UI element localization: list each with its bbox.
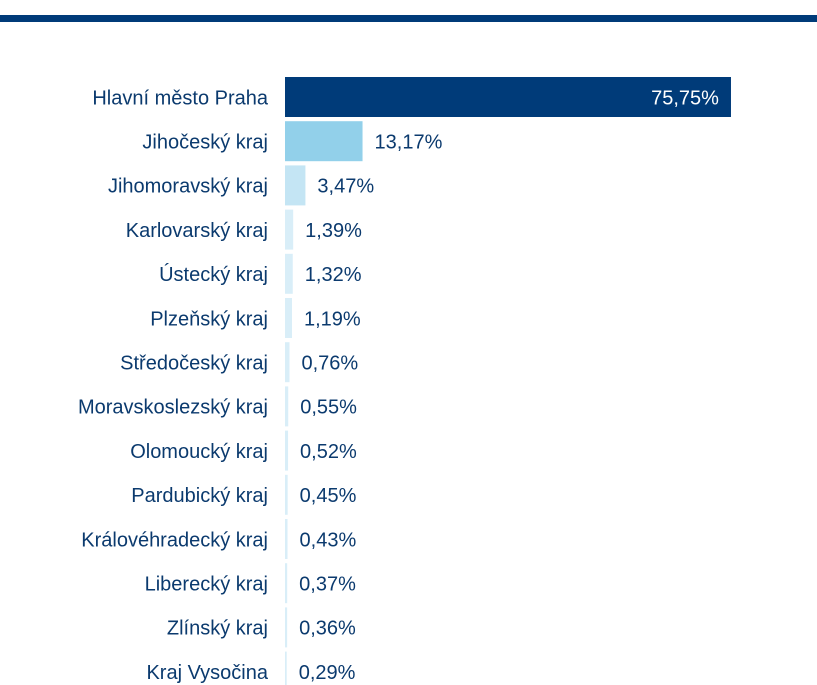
category-label: Kraj Vysočina xyxy=(146,662,268,684)
value-label: 0,52% xyxy=(300,441,357,463)
value-label: 0,43% xyxy=(300,529,357,551)
value-label: 0,36% xyxy=(299,618,356,640)
bar xyxy=(285,607,288,648)
bar xyxy=(285,209,294,250)
value-label: 0,29% xyxy=(299,662,356,684)
bar xyxy=(285,253,293,294)
category-label: Jihočeský kraj xyxy=(142,131,268,153)
category-label: Středočeský kraj xyxy=(120,352,268,374)
category-label: Karlovarský kraj xyxy=(126,220,268,242)
bar xyxy=(285,342,290,383)
value-label: 0,37% xyxy=(299,573,356,595)
category-label: Liberecký kraj xyxy=(145,573,268,595)
bar xyxy=(285,519,288,559)
value-label: 0,76% xyxy=(301,352,358,374)
bar xyxy=(285,386,289,427)
category-label: Plzeňský kraj xyxy=(150,308,268,330)
bar xyxy=(285,474,288,515)
category-label: Olomoucký kraj xyxy=(130,441,268,463)
category-label: Ústecký kraj xyxy=(159,263,268,286)
bar xyxy=(285,77,731,117)
value-label: 75,75% xyxy=(651,87,719,109)
value-label: 1,19% xyxy=(304,308,361,330)
bar xyxy=(285,430,289,471)
value-label: 3,47% xyxy=(317,176,374,198)
bar xyxy=(285,563,288,604)
bar xyxy=(285,298,293,338)
category-label: Zlínský kraj xyxy=(167,618,268,640)
top-rule xyxy=(0,15,817,22)
value-label: 1,32% xyxy=(305,264,362,286)
bar xyxy=(285,165,306,206)
value-label: 0,45% xyxy=(300,485,357,507)
bar xyxy=(285,651,287,685)
category-label: Královéhradecký kraj xyxy=(81,529,268,551)
category-label: Moravskoslezský kraj xyxy=(78,397,268,419)
bar xyxy=(285,121,363,162)
category-label: Hlavní město Praha xyxy=(92,87,269,109)
value-label: 0,55% xyxy=(300,397,357,419)
category-label: Jihomoravský kraj xyxy=(108,176,268,198)
value-label: 1,39% xyxy=(305,220,362,242)
value-label: 13,17% xyxy=(375,131,443,153)
category-label: Pardubický kraj xyxy=(131,485,268,507)
